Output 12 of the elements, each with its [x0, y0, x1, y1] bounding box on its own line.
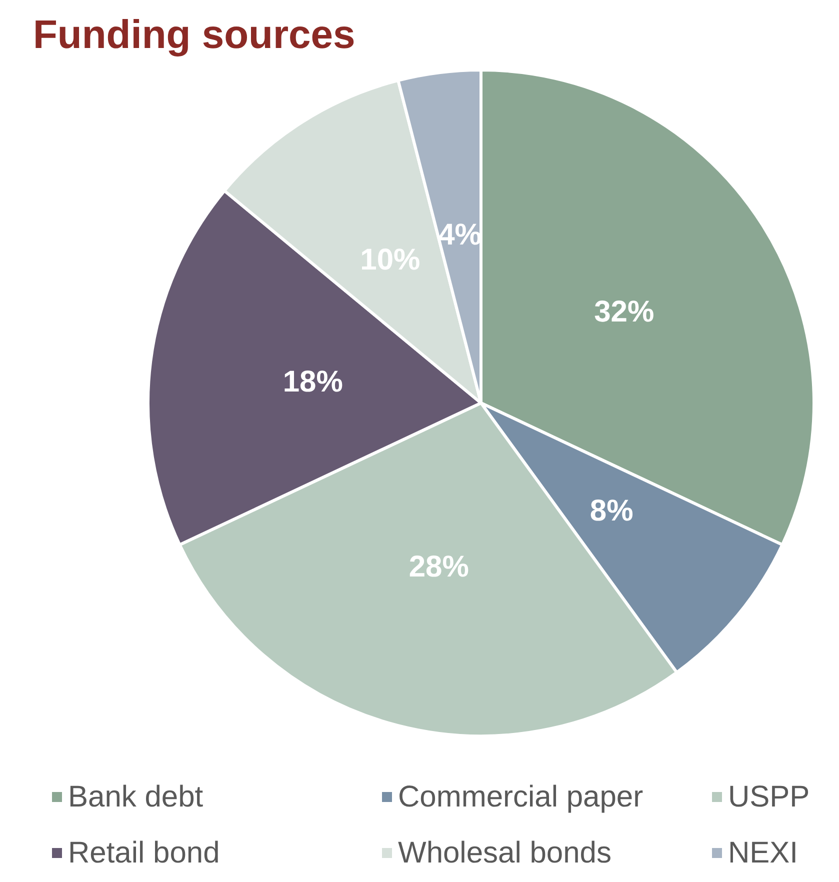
legend-label: Wholesal bonds	[398, 836, 612, 870]
chart-title: Funding sources	[33, 13, 356, 57]
legend-label: Retail bond	[68, 836, 220, 870]
legend-label: USPP	[728, 780, 810, 814]
data-label: 32%	[594, 296, 654, 329]
data-label: 8%	[590, 494, 634, 528]
data-label: 18%	[282, 365, 343, 398]
legend-label: Bank debt	[68, 780, 204, 814]
legend-label: Commercial paper	[398, 780, 644, 814]
legend-label: NEXI	[728, 836, 798, 870]
data-label: 28%	[408, 550, 469, 584]
data-label: 4%	[438, 218, 482, 252]
